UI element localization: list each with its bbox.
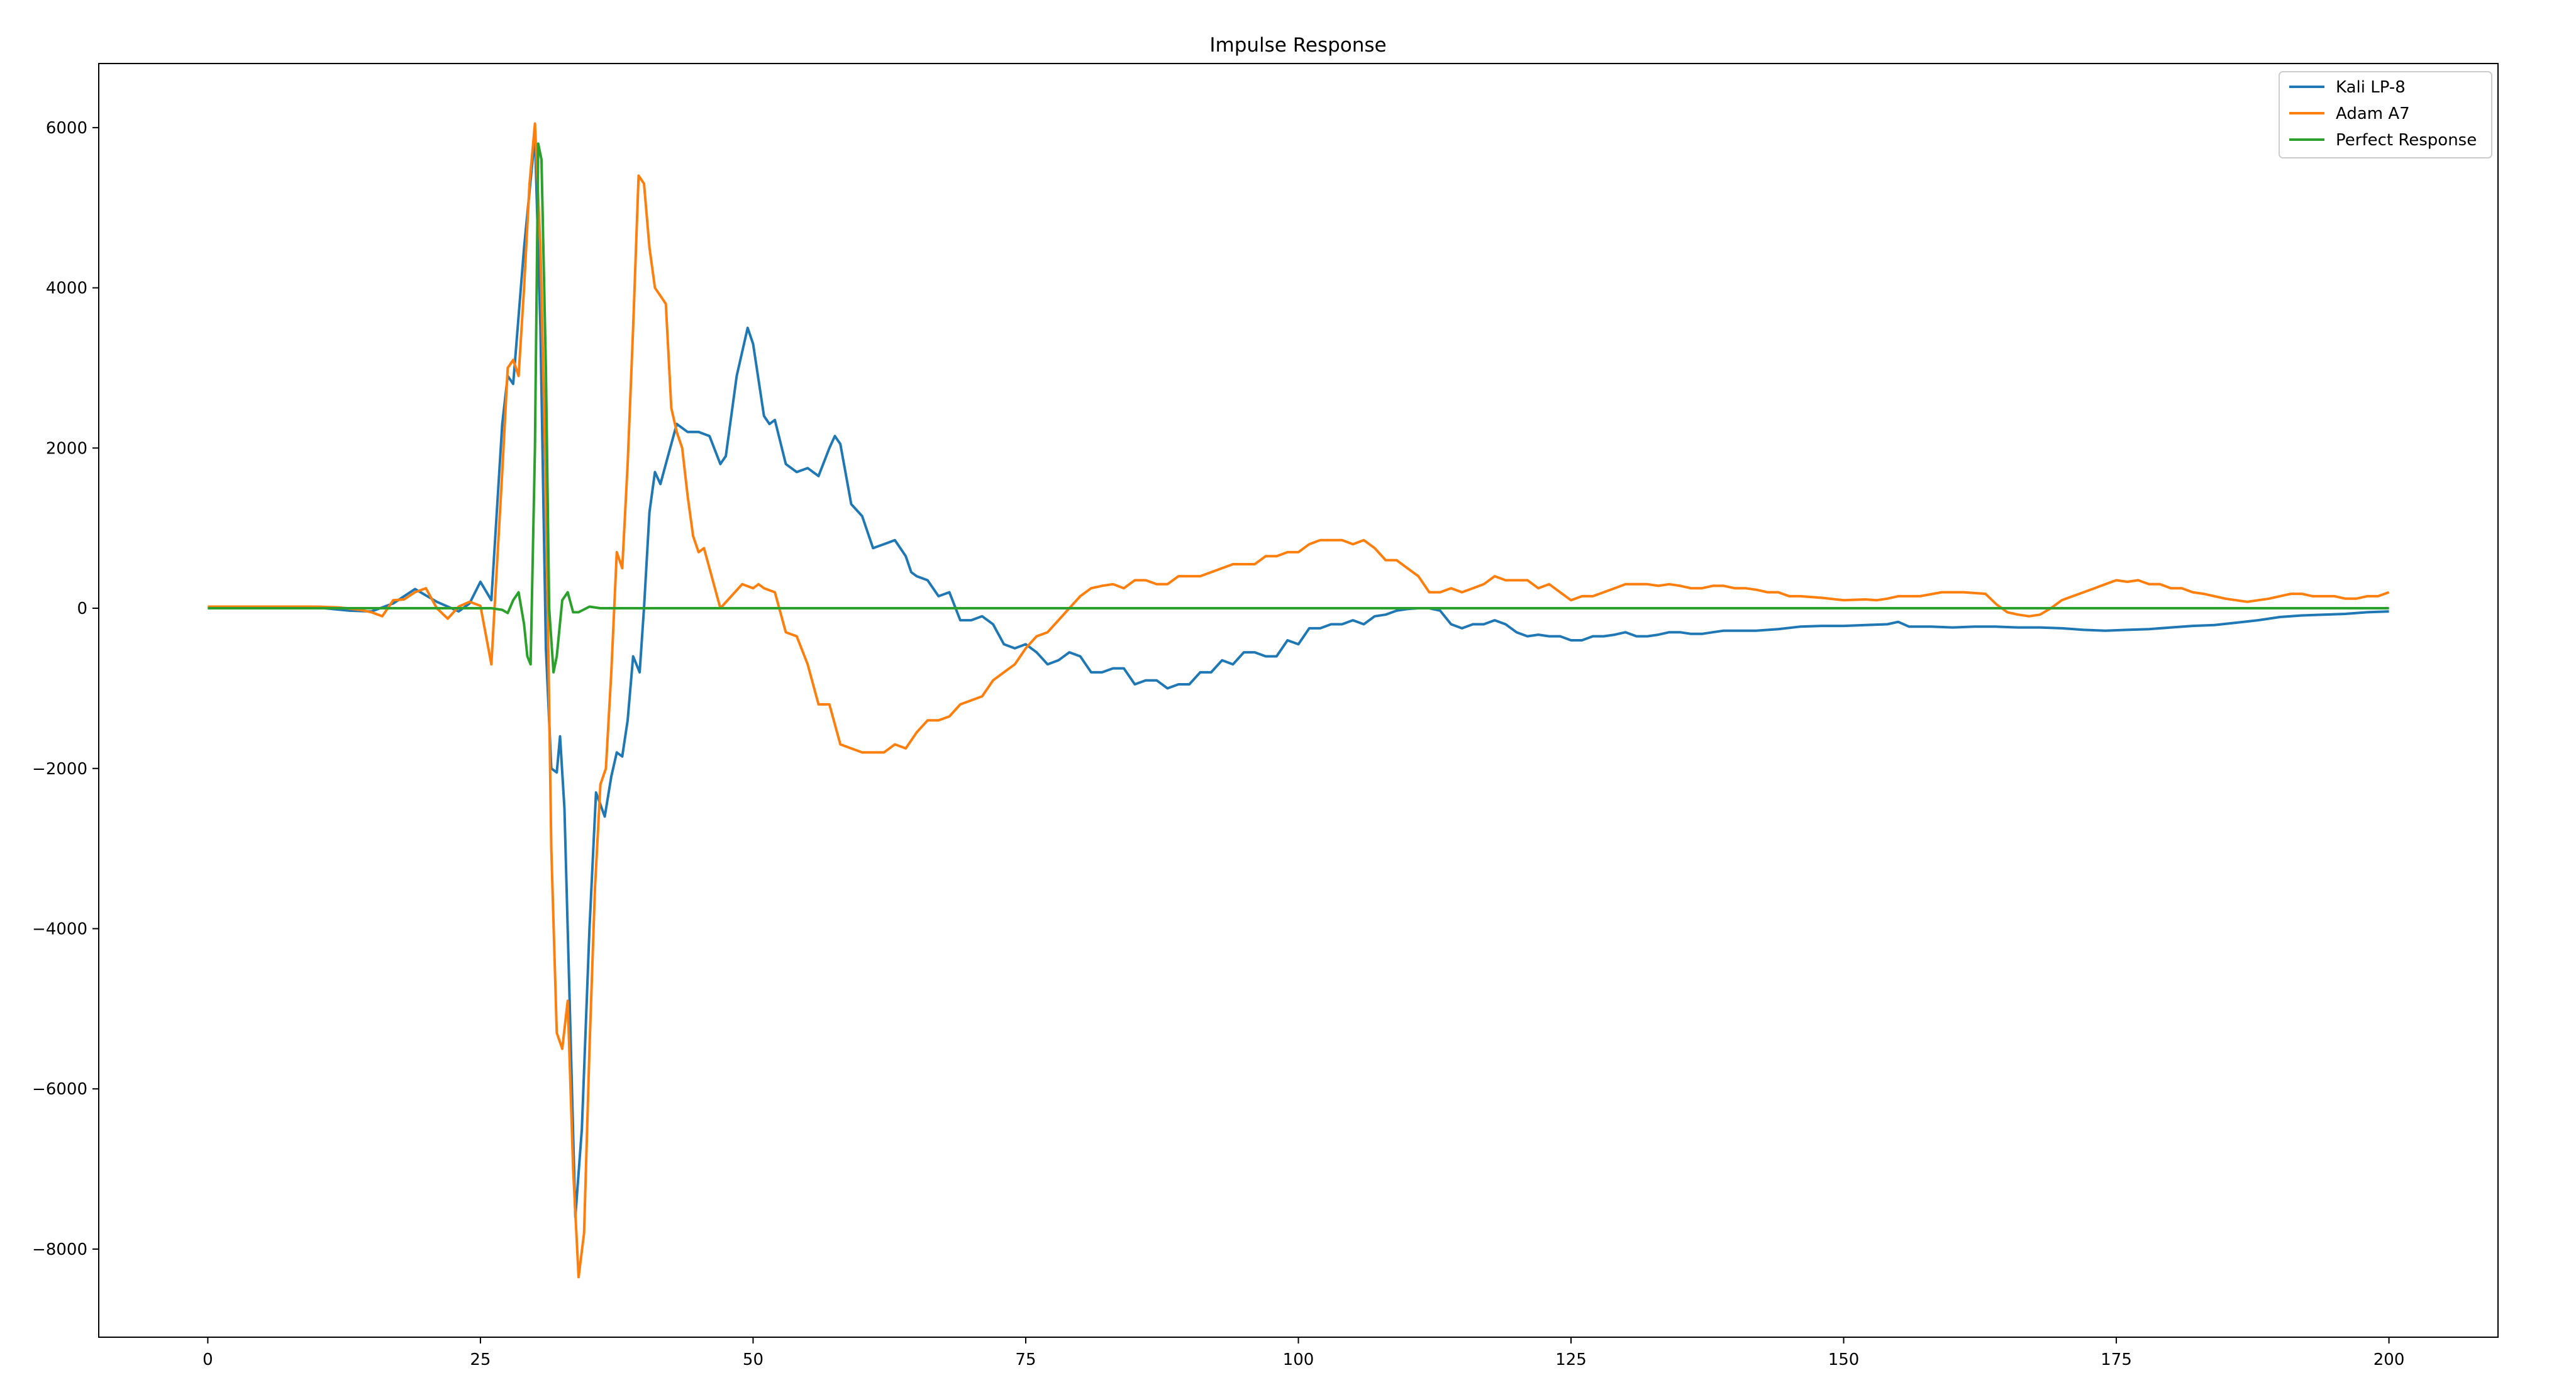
x-axis: 0 25 50 75 100 125 150 175 200 — [203, 1337, 2404, 1369]
x-tick-label: 25 — [470, 1350, 491, 1369]
y-tick-label: 0 — [77, 599, 87, 618]
legend-label: Adam A7 — [2336, 104, 2410, 123]
y-tick-label: −2000 — [32, 760, 87, 779]
y-tick-label: 2000 — [46, 439, 87, 458]
x-tick-label: 100 — [1283, 1350, 1314, 1369]
x-tick-label: 150 — [1828, 1350, 1860, 1369]
y-tick-label: −6000 — [32, 1080, 87, 1099]
legend-label: Kali LP-8 — [2336, 78, 2406, 97]
x-tick-label: 50 — [743, 1350, 763, 1369]
x-tick-label: 125 — [1555, 1350, 1587, 1369]
y-axis: −8000 −6000 −4000 −2000 0 2000 4000 6000 — [32, 119, 99, 1259]
legend: Kali LP-8 Adam A7 Perfect Response — [2279, 71, 2492, 159]
legend-box — [2279, 71, 2492, 159]
x-tick-label: 0 — [203, 1350, 213, 1369]
chart-title: Impulse Response — [1209, 34, 1386, 57]
x-tick-label: 175 — [2101, 1350, 2132, 1369]
series-line-adam-a7 — [208, 122, 2390, 1279]
series-line-kali-lp-8 — [208, 134, 2389, 1218]
y-tick-label: 4000 — [46, 279, 87, 298]
y-tick-label: −8000 — [32, 1240, 87, 1259]
series-layer — [208, 122, 2390, 1279]
y-tick-label: −4000 — [32, 920, 87, 938]
series-line-perfect-response — [208, 142, 2389, 674]
x-tick-label: 200 — [2373, 1350, 2405, 1369]
y-tick-label: 6000 — [46, 119, 87, 138]
legend-label: Perfect Response — [2336, 131, 2477, 150]
legend-items: Kali LP-8 Adam A7 Perfect Response — [2289, 78, 2477, 150]
x-tick-label: 75 — [1015, 1350, 1036, 1369]
